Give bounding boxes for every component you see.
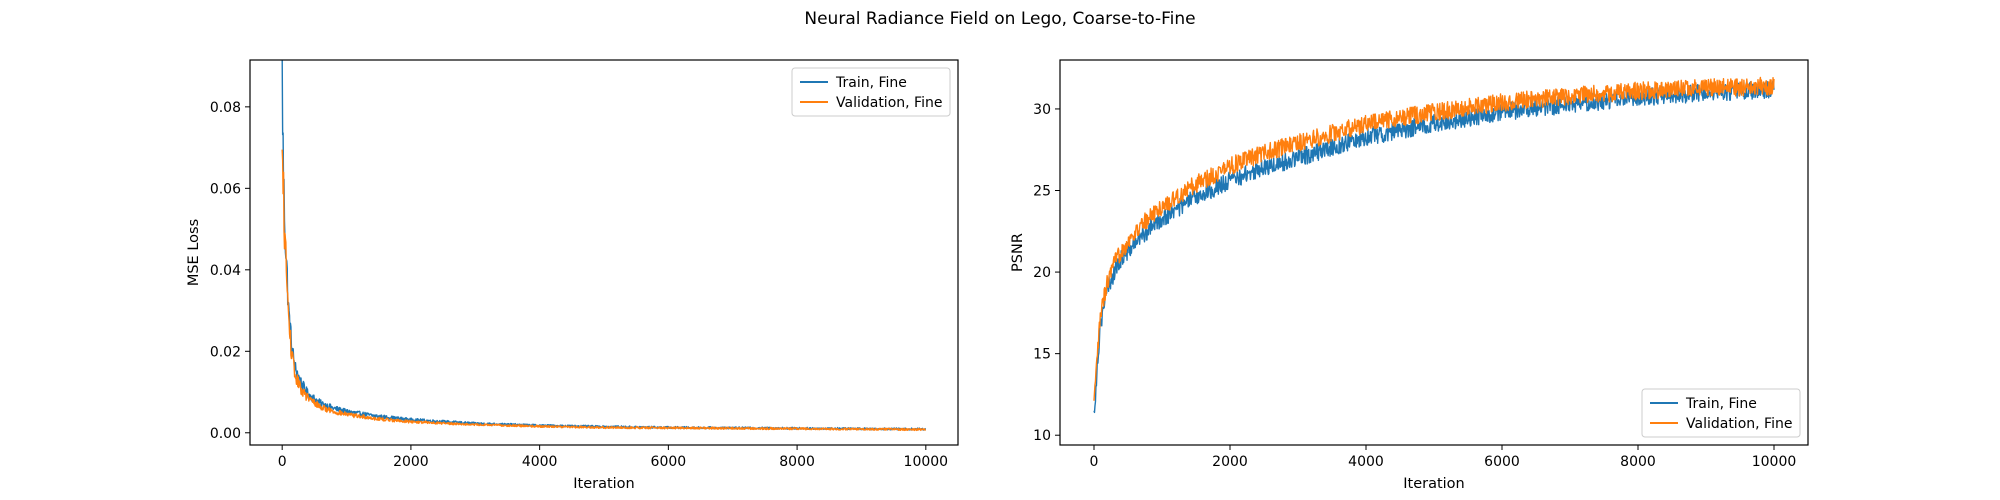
- psnr-series-line-validation: [1093, 76, 1775, 401]
- mse-loss-x-tick-label: 6000: [651, 454, 687, 470]
- mse-loss-y-tick-label: 0.08: [210, 100, 241, 116]
- mse-loss-legend-label-validation: Validation, Fine: [836, 95, 942, 111]
- psnr-x-tick-label: 4000: [1348, 454, 1384, 470]
- psnr-y-tick-label: 25: [1033, 184, 1051, 200]
- psnr-subplot: 0 2000 4000 6000 8000 10000 10 15 20 25 30 Iterati…: [1010, 59, 1809, 492]
- mse-loss-axes-frame: [249, 59, 959, 446]
- psnr-y-tick-label: 30: [1033, 102, 1051, 118]
- psnr-x-tick-label: 10000: [1752, 454, 1797, 470]
- mse-loss-legend-label-train: Train, Fine: [835, 75, 907, 91]
- mse-loss-subplot: 0 2000 4000 6000 8000 10000 0.00 0.02 0.04 0.06 0.…: [186, 59, 959, 492]
- mse-loss-x-tick-label: 0: [278, 454, 287, 470]
- mse-loss-x-axis-label: Iteration: [573, 476, 635, 492]
- psnr-x-tick-label: 6000: [1484, 454, 1520, 470]
- mse-loss-series-line-validation: [281, 149, 927, 432]
- psnr-y-tick-label: 10: [1033, 428, 1051, 444]
- psnr-x-tick-label: 8000: [1620, 454, 1656, 470]
- mse-loss-x-tick-label: 2000: [393, 454, 429, 470]
- psnr-plot-area: [1093, 76, 1775, 414]
- mse-loss-x-tick-label: 4000: [522, 454, 558, 470]
- mse-loss-legend-box: [791, 67, 951, 117]
- psnr-y-tick-label: 15: [1033, 347, 1051, 363]
- mse-loss-x-tick-label: 10000: [904, 454, 949, 470]
- mse-loss-ticks: 0 2000 4000 6000 8000 10000 0.00 0.02 0.04 0.06 0.…: [210, 100, 948, 470]
- psnr-legend-label-validation: Validation, Fine: [1686, 416, 1792, 432]
- mse-loss-y-tick-label: 0.06: [210, 181, 241, 197]
- mse-loss-plot-area: [281, 60, 927, 432]
- mse-loss-legend: Train, Fine Validation, Fine: [791, 67, 951, 117]
- psnr-x-tick-label: 2000: [1212, 454, 1248, 470]
- psnr-ticks: 0 2000 4000 6000 8000 10000 10 15 20 25 30: [1033, 102, 1796, 470]
- psnr-axes-frame: [1059, 59, 1809, 446]
- psnr-legend-label-train: Train, Fine: [1685, 396, 1757, 412]
- psnr-legend: Train, Fine Validation, Fine: [1641, 388, 1801, 438]
- psnr-y-tick-label: 20: [1033, 265, 1051, 281]
- psnr-legend-box: [1641, 388, 1801, 438]
- mse-loss-x-tick-label: 8000: [779, 454, 815, 470]
- psnr-y-axis-label: PSNR: [1010, 233, 1026, 272]
- mse-loss-y-axis-label: MSE Loss: [186, 219, 202, 286]
- mse-loss-y-tick-label: 0.00: [210, 426, 241, 442]
- figure-title: Neural Radiance Field on Lego, Coarse-to…: [804, 9, 1195, 29]
- psnr-x-tick-label: 0: [1090, 454, 1099, 470]
- mse-loss-y-tick-label: 0.04: [210, 263, 241, 279]
- psnr-x-axis-label: Iteration: [1403, 476, 1465, 492]
- mse-loss-y-tick-label: 0.02: [210, 344, 241, 360]
